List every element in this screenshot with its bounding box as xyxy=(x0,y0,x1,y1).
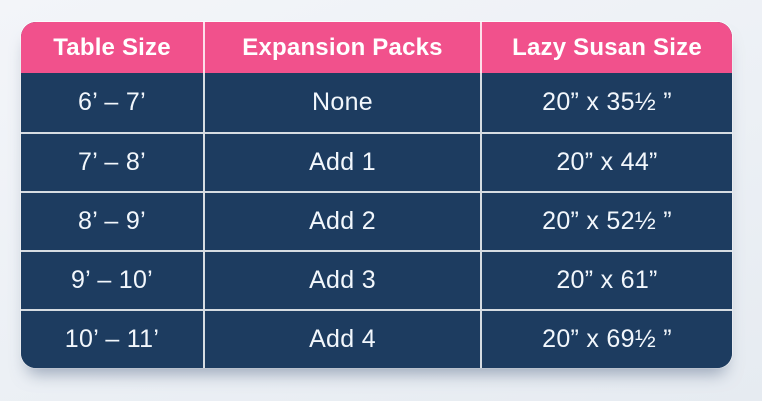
cell-table-size: 10’ – 11’ xyxy=(21,309,205,368)
cell-table-size: 6’ – 7’ xyxy=(21,73,205,132)
cell-table-size: 7’ – 8’ xyxy=(21,132,205,191)
cell-expansion-packs: Add 2 xyxy=(205,191,482,250)
cell-lazy-susan-size: 20” x 61” xyxy=(482,250,732,309)
header-cell-table-size: Table Size xyxy=(21,22,205,73)
lazy-susan-size-table: Table Size Expansion Packs Lazy Susan Si… xyxy=(21,22,732,368)
cell-lazy-susan-size: 20” x 35½ ” xyxy=(482,73,732,132)
header-cell-lazy-susan-size: Lazy Susan Size xyxy=(482,22,732,73)
table-header-row: Table Size Expansion Packs Lazy Susan Si… xyxy=(21,22,732,73)
cell-expansion-packs: None xyxy=(205,73,482,132)
cell-expansion-packs: Add 3 xyxy=(205,250,482,309)
cell-lazy-susan-size: 20” x 69½ ” xyxy=(482,309,732,368)
cell-lazy-susan-size: 20” x 44” xyxy=(482,132,732,191)
table-row: 9’ – 10’ Add 3 20” x 61” xyxy=(21,250,732,309)
cell-expansion-packs: Add 4 xyxy=(205,309,482,368)
table-row: 6’ – 7’ None 20” x 35½ ” xyxy=(21,73,732,132)
header-cell-expansion-packs: Expansion Packs xyxy=(205,22,482,73)
cell-table-size: 8’ – 9’ xyxy=(21,191,205,250)
cell-lazy-susan-size: 20” x 52½ ” xyxy=(482,191,732,250)
table-row: 10’ – 11’ Add 4 20” x 69½ ” xyxy=(21,309,732,368)
table-row: 7’ – 8’ Add 1 20” x 44” xyxy=(21,132,732,191)
cell-table-size: 9’ – 10’ xyxy=(21,250,205,309)
table-row: 8’ – 9’ Add 2 20” x 52½ ” xyxy=(21,191,732,250)
cell-expansion-packs: Add 1 xyxy=(205,132,482,191)
